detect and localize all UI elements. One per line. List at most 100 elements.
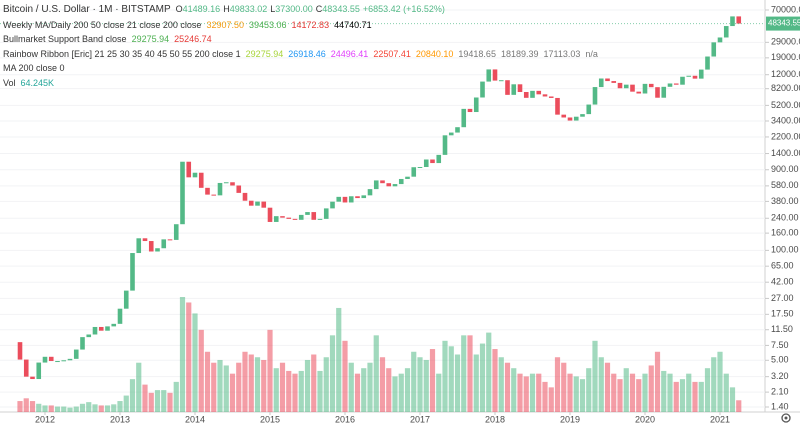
- ohlc-label: O: [175, 4, 183, 14]
- volume-bar: [717, 351, 723, 412]
- volume-bar: [104, 405, 111, 412]
- candle-body: [542, 94, 548, 97]
- indicator-value: 17113.03: [543, 48, 581, 59]
- volume-bar: [548, 387, 554, 412]
- volume-bar: [329, 335, 336, 412]
- x-tick-label: 2013: [110, 414, 130, 424]
- volume-bar: [692, 381, 698, 412]
- ohlc-label: L: [270, 4, 276, 14]
- volume-bar: [423, 359, 429, 412]
- y-tick-label: 19000.00: [771, 52, 800, 62]
- y-tick-label: 3400.00: [771, 115, 800, 125]
- candle-body: [261, 201, 267, 208]
- ohlc-item: O41489.16: [176, 4, 221, 14]
- volume-bar: [398, 373, 404, 412]
- indicator-name: Rainbow Ribbon [Eric] 21 25 30 35 40 45 …: [3, 48, 241, 59]
- volume-bar: [248, 354, 254, 412]
- candle-body: [723, 26, 729, 38]
- candle-body: [411, 167, 417, 177]
- volume-bar: [242, 351, 248, 412]
- indicator-value: 26918.46: [288, 48, 326, 59]
- candle-body: [561, 114, 567, 118]
- candle-body: [480, 81, 485, 98]
- y-tick-label: 17.50: [771, 309, 794, 319]
- volume-bar: [729, 387, 736, 412]
- candle-body: [148, 241, 154, 252]
- candle-body: [67, 358, 73, 361]
- candle-body: [73, 349, 79, 359]
- candle-body: [17, 342, 23, 360]
- candle-body: [648, 83, 654, 88]
- header-row: Bitcoin / U.S. Dollar · 1M · BITSTAMP O41…: [3, 2, 603, 18]
- volume-bar: [723, 373, 729, 412]
- candle-body: [536, 90, 542, 95]
- volume-bar: [511, 368, 517, 412]
- volume-bar: [36, 403, 42, 412]
- volume-bar: [348, 362, 354, 412]
- y-tick-label: 100.00: [771, 245, 799, 255]
- settings-icon[interactable]: [781, 413, 791, 423]
- legend: Bitcoin / U.S. Dollar · 1M · BITSTAMP O41…: [3, 2, 603, 90]
- volume-bar: [629, 373, 636, 412]
- candle-body: [330, 201, 335, 209]
- volume-bar: [411, 351, 417, 412]
- volume-bar: [367, 362, 373, 412]
- ohlc-value: 49833.02: [229, 4, 268, 14]
- candle-body: [311, 212, 317, 220]
- indicator-value: 25246.74: [174, 34, 212, 44]
- candle-body: [211, 194, 217, 196]
- x-tick-label: 2014: [185, 414, 205, 424]
- candle-body: [523, 92, 529, 98]
- volume-bar: [554, 357, 561, 412]
- candle-body: [323, 208, 329, 219]
- candle-body: [192, 172, 198, 178]
- candle-body: [692, 75, 698, 79]
- candle-body: [486, 69, 492, 82]
- candle-body: [105, 326, 110, 331]
- x-tick-label: 2016: [335, 414, 355, 424]
- candle-body: [236, 185, 242, 193]
- candle-body: [217, 182, 223, 196]
- indicator-row: Vol 64.245K: [3, 76, 603, 91]
- volume-bar: [273, 368, 279, 412]
- volume-bar: [392, 376, 398, 412]
- candle-body: [455, 127, 460, 133]
- volume-bar: [79, 403, 86, 412]
- indicator-value: n/a: [585, 48, 598, 59]
- volume-bar: [561, 362, 567, 412]
- candle-body: [655, 87, 660, 98]
- volume-bar: [698, 381, 704, 412]
- candle-body: [155, 248, 160, 252]
- candle-body: [636, 91, 642, 94]
- candle-body: [223, 182, 229, 184]
- volume-bar: [673, 381, 679, 412]
- ohlc-item: +6853.42 (+16.52%): [363, 4, 445, 14]
- price-tag-label: 48343.55: [768, 19, 800, 28]
- y-tick-label: 42.00: [771, 277, 794, 287]
- volume-bar: [611, 373, 617, 412]
- volume-bar: [223, 365, 229, 412]
- volume-bar: [429, 349, 436, 412]
- candle-body: [586, 104, 592, 115]
- ohlc-value: +6853.42 (+16.52%): [362, 4, 445, 14]
- candle-body: [673, 83, 679, 85]
- volume-bar: [604, 362, 611, 412]
- indicator-value: 39453.06: [248, 19, 287, 30]
- candle-body: [373, 180, 379, 190]
- volume-bar: [148, 392, 154, 412]
- candle-body: [717, 37, 723, 43]
- volume-bar: [598, 357, 604, 412]
- candle-body: [92, 326, 98, 335]
- price-tag: [766, 16, 800, 31]
- candle-body: [136, 238, 142, 254]
- volume-bar: [686, 373, 692, 412]
- volume-bar: [129, 379, 136, 412]
- candle-body: [286, 217, 292, 219]
- indicator-name: MA 200 close 0: [3, 63, 65, 73]
- volume-bar: [667, 373, 673, 412]
- candle-body: [711, 42, 717, 57]
- volume-bar: [261, 359, 267, 412]
- y-tick-label: 2.10: [771, 386, 789, 396]
- volume-bar: [192, 313, 198, 412]
